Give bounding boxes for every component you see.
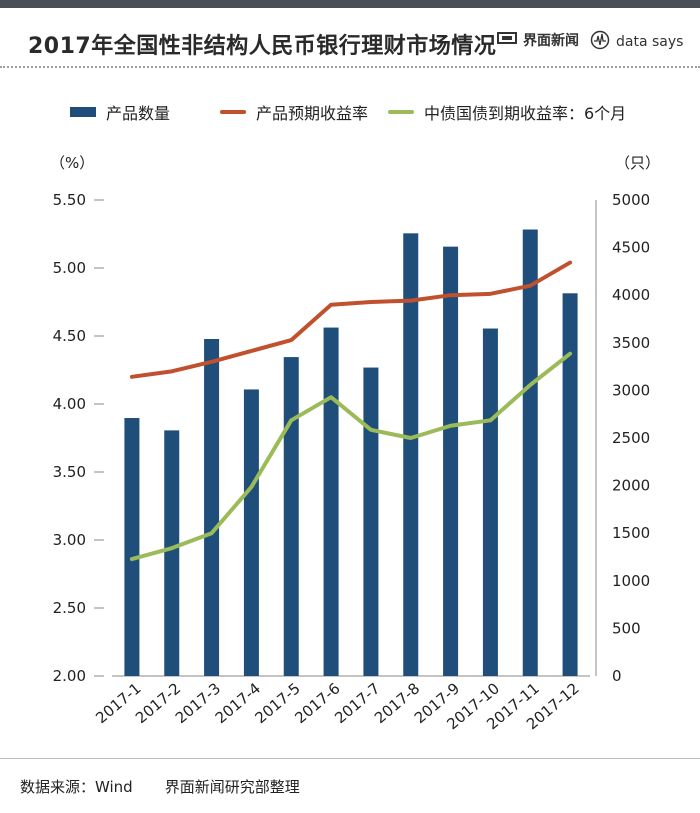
- left-tick-label: 3.50: [53, 463, 86, 481]
- line-expected-yield-point: [329, 303, 333, 307]
- left-tick-label: 5.00: [53, 259, 86, 277]
- jiemian-logo-icon: [497, 31, 517, 49]
- line-expected-yield-point: [130, 375, 134, 379]
- bar-product-count: [164, 430, 180, 676]
- bar-product-count: [443, 246, 459, 676]
- line-treasury-yield-point: [210, 531, 214, 535]
- source-label: 数据来源：Wind: [20, 778, 133, 796]
- line-expected-yield-point: [249, 349, 253, 353]
- line-expected-yield-point: [528, 284, 532, 288]
- left-tick-label: 2.00: [53, 667, 86, 685]
- legend-line1-label: 产品预期收益率: [256, 104, 369, 123]
- line-treasury-yield-point: [170, 546, 174, 550]
- left-tick-label: 2.50: [53, 599, 86, 617]
- line-treasury-yield-point: [369, 428, 373, 432]
- chart-title: 2017年全国性非结构人民币银行理财市场情况: [28, 34, 497, 59]
- bar-product-count: [204, 338, 220, 676]
- line-treasury-yield-point: [409, 436, 413, 440]
- source-note: 数据来源：Wind 界面新闻研究部整理: [20, 776, 300, 797]
- line-treasury-yield-point: [289, 418, 293, 422]
- legend-item-bar: 产品数量: [70, 100, 170, 124]
- bar-product-count: [403, 233, 419, 676]
- right-tick-label: 4500: [612, 239, 650, 257]
- left-tick-label: 4.00: [53, 395, 86, 413]
- right-tick-label: 4000: [612, 286, 650, 304]
- right-tick-label: 1000: [612, 572, 650, 590]
- right-tick-label: 3500: [612, 334, 650, 352]
- bar-product-count: [562, 293, 578, 676]
- line-expected-yield-point: [449, 293, 453, 297]
- line-expected-yield-point: [568, 261, 572, 265]
- line-expected-yield-point: [488, 292, 492, 296]
- line-treasury-yield-point: [488, 418, 492, 422]
- legend-bar-swatch: [70, 107, 96, 117]
- legend-item-line1: 产品预期收益率: [220, 100, 368, 124]
- bar-product-count: [522, 229, 538, 676]
- chart-plot: 2.00 2.50 3.00 3.50 4.00 4.50 5.00 5.50 0 500 1000…: [53, 191, 651, 733]
- right-tick-label: 5000: [612, 191, 650, 209]
- bar-product-count: [323, 327, 339, 676]
- source-org: 界面新闻研究部整理: [164, 778, 300, 796]
- line-treasury-yield-point: [329, 395, 333, 399]
- left-tick-label: 4.50: [53, 327, 86, 345]
- line-treasury-yield-point: [568, 352, 572, 356]
- right-tick-label: 0: [612, 667, 622, 685]
- legend-line1-swatch: [220, 110, 246, 114]
- line-treasury-yield-point: [449, 424, 453, 428]
- bar-product-count: [243, 389, 259, 676]
- brand-datasays-label: data says: [616, 34, 684, 50]
- line-expected-yield-point: [369, 300, 373, 304]
- line-expected-yield: [129, 260, 573, 379]
- left-axis-unit: （%）: [50, 154, 95, 172]
- line-expected-yield-point: [170, 369, 174, 373]
- datasays-logo-icon: [590, 30, 610, 54]
- bar-product-count: [283, 357, 299, 676]
- brand-jiemian: 界面新闻: [497, 30, 579, 50]
- bar-product-count: [482, 328, 498, 676]
- left-tick-label: 5.50: [53, 191, 86, 209]
- footer-divider: [0, 758, 700, 759]
- right-tick-label: 1500: [612, 524, 650, 542]
- header-divider: [0, 66, 700, 68]
- line-treasury-yield-point: [249, 485, 253, 489]
- legend-line2-label: 中债国债到期收益率：6个月: [424, 104, 627, 123]
- legend-item-line2: 中债国债到期收益率：6个月: [388, 100, 626, 124]
- bar-product-count: [124, 418, 140, 676]
- line-expected-yield-point: [289, 338, 293, 342]
- top-bar: [0, 0, 700, 8]
- right-tick-label: 3000: [612, 381, 650, 399]
- line-treasury-yield-point: [130, 557, 134, 561]
- right-axis-unit: （只）: [615, 154, 661, 172]
- line-treasury-yield-point: [528, 383, 532, 387]
- line-expected-yield-point: [409, 299, 413, 303]
- bar-product-count: [363, 367, 379, 676]
- right-tick-label: 500: [612, 619, 641, 637]
- line-expected-yield-point: [210, 360, 214, 364]
- brand-datasays: data says: [590, 30, 683, 54]
- legend-bar-label: 产品数量: [106, 104, 171, 123]
- right-tick-label: 2000: [612, 477, 650, 495]
- brand-jiemian-label: 界面新闻: [523, 33, 579, 49]
- left-tick-label: 3.00: [53, 531, 86, 549]
- line-treasury-yield: [129, 351, 573, 562]
- right-tick-label: 2500: [612, 429, 650, 447]
- legend-line2-swatch: [388, 110, 414, 114]
